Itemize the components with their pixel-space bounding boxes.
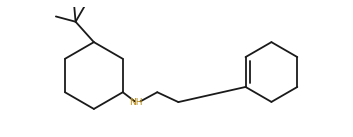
Text: NH: NH <box>130 98 143 107</box>
